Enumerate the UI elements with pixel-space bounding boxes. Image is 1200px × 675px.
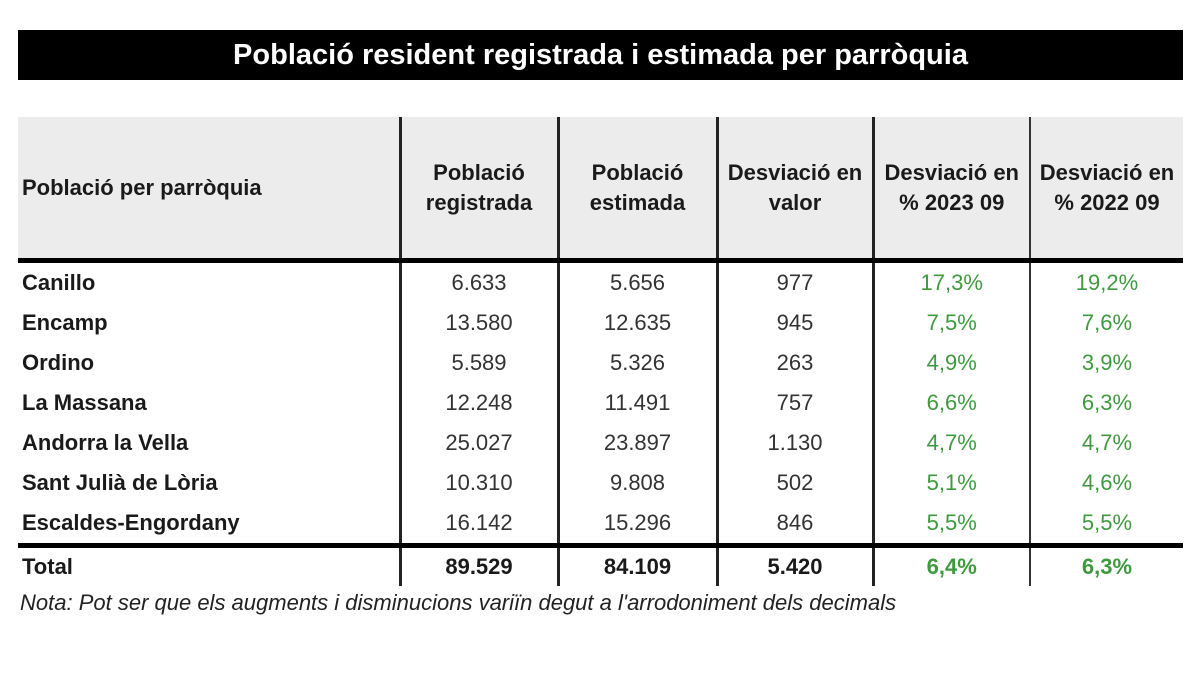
cell-deviation-pct-2022: 4,7% xyxy=(1029,423,1183,463)
header-registered: Població registrada xyxy=(398,117,558,263)
header-deviation-value: Desviació en valor xyxy=(715,117,873,263)
cell-deviation-pct-2022: 6,3% xyxy=(1029,543,1183,586)
parish-name: Andorra la Vella xyxy=(22,430,189,455)
parish-name: Encamp xyxy=(22,310,108,335)
cell-deviation-pct-2022: 4,6% xyxy=(1029,463,1183,503)
cell-deviation-pct-2023: 6,6% xyxy=(871,383,1030,423)
table-row: Sant Julià de Lòria 10.310 9.808 502 5,1% 4,6… xyxy=(18,463,1183,503)
parish-name: Total xyxy=(18,543,400,586)
parish-name: Canillo xyxy=(22,270,96,295)
cell-deviation-pct-2022: 7,6% xyxy=(1029,303,1183,343)
table-row: Escaldes-Engordany 16.142 15.296 846 5,5% 5,5… xyxy=(18,503,1183,546)
cell-deviation-pct-2023: 5,1% xyxy=(871,463,1030,503)
cell-deviation-pct-2023: 17,3% xyxy=(871,260,1030,303)
cell-deviation-value: 757 xyxy=(715,383,873,423)
cell-deviation-pct-2023: 6,4% xyxy=(871,543,1030,586)
cell-estimated: 12.635 xyxy=(556,303,717,343)
table-row: Canillo 6.633 5.656 977 17,3% 19,2% xyxy=(18,260,1183,303)
header-row: Població per parròquia Població registrad… xyxy=(18,117,1183,263)
cell-estimated: 11.491 xyxy=(556,383,717,423)
cell-deviation-pct-2023: 7,5% xyxy=(871,303,1030,343)
cell-deviation-pct-2023: 4,7% xyxy=(871,423,1030,463)
cell-registered: 10.310 xyxy=(398,463,558,503)
cell-estimated: 5.656 xyxy=(556,260,717,303)
population-table: Població per parròquia Població registrad… xyxy=(18,117,1183,586)
table-row: La Massana 12.248 11.491 757 6,6% 6,3% xyxy=(18,383,1183,423)
cell-registered: 5.589 xyxy=(398,343,558,383)
cell-deviation-pct-2022: 5,5% xyxy=(1029,503,1183,546)
parish-name: Ordino xyxy=(22,350,95,375)
cell-estimated: 9.808 xyxy=(556,463,717,503)
cell-estimated: 84.109 xyxy=(556,543,717,586)
table-row: Encamp 13.580 12.635 945 7,5% 7,6% xyxy=(18,303,1183,343)
total-row: Total 89.529 84.109 5.420 6,4% 6,3% xyxy=(18,543,1183,586)
cell-registered: 12.248 xyxy=(398,383,558,423)
cell-registered: 89.529 xyxy=(398,543,558,586)
cell-deviation-pct-2023: 5,5% xyxy=(871,503,1030,546)
cell-deviation-pct-2022: 3,9% xyxy=(1029,343,1183,383)
header-deviation-pct-2022: Desviació en % 2022 09 xyxy=(1029,117,1183,263)
cell-deviation-value: 977 xyxy=(715,260,873,303)
cell-deviation-value: 502 xyxy=(715,463,873,503)
cell-deviation-pct-2023: 4,9% xyxy=(871,343,1030,383)
parish-name: La Massana xyxy=(22,390,147,415)
cell-deviation-value: 263 xyxy=(715,343,873,383)
cell-registered: 16.142 xyxy=(398,503,558,546)
header-parish: Població per parròquia xyxy=(18,117,400,263)
cell-registered: 25.027 xyxy=(398,423,558,463)
parish-name: Escaldes-Engordany xyxy=(22,510,240,535)
cell-registered: 6.633 xyxy=(398,260,558,303)
table-row: Ordino 5.589 5.326 263 4,9% 3,9% xyxy=(18,343,1183,383)
cell-deviation-value: 945 xyxy=(715,303,873,343)
cell-registered: 13.580 xyxy=(398,303,558,343)
cell-deviation-value: 1.130 xyxy=(715,423,873,463)
cell-estimated: 5.326 xyxy=(556,343,717,383)
cell-estimated: 23.897 xyxy=(556,423,717,463)
table-row: Andorra la Vella 25.027 23.897 1.130 4,7% 4,7… xyxy=(18,423,1183,463)
table-title: Població resident registrada i estimada … xyxy=(18,30,1183,80)
cell-deviation-pct-2022: 19,2% xyxy=(1029,260,1183,303)
footnote: Nota: Pot ser que els augments i disminu… xyxy=(20,590,897,615)
cell-deviation-value: 5.420 xyxy=(715,543,873,586)
cell-deviation-value: 846 xyxy=(715,503,873,546)
cell-deviation-pct-2022: 6,3% xyxy=(1029,383,1183,423)
cell-estimated: 15.296 xyxy=(556,503,717,546)
parish-name: Sant Julià de Lòria xyxy=(22,470,218,495)
header-estimated: Població estimada xyxy=(556,117,717,263)
header-deviation-pct-2023: Desviació en % 2023 09 xyxy=(871,117,1030,263)
